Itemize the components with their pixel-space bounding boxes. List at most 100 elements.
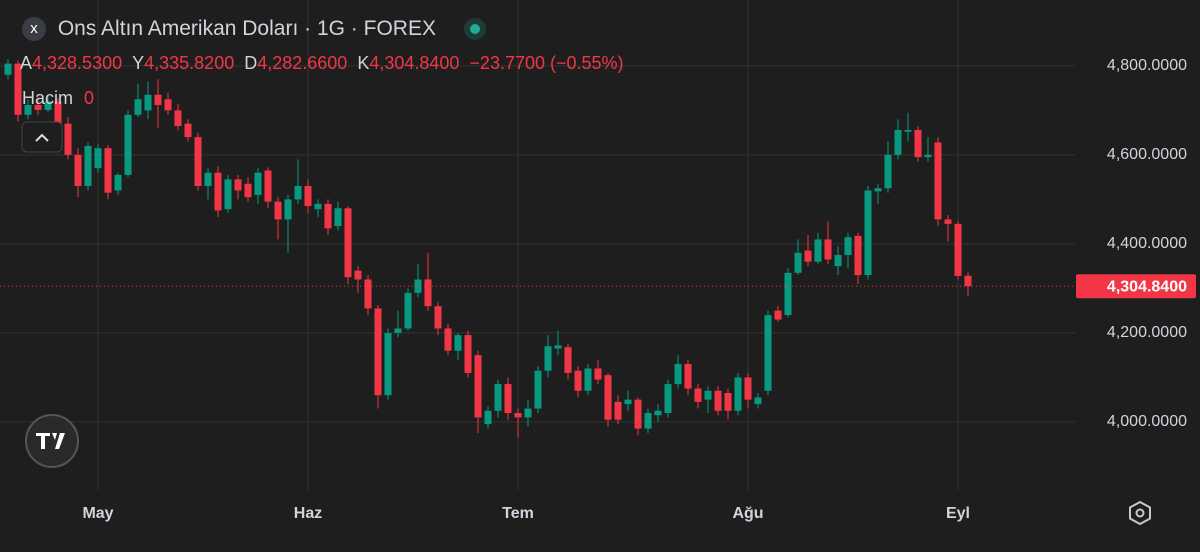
candle-body [544, 346, 552, 371]
candle-body [424, 279, 432, 307]
candle-body [364, 279, 372, 309]
y-tick-label: 4,800.0000 [1107, 57, 1187, 74]
candle-body [334, 208, 342, 227]
candle-body [954, 223, 962, 276]
candle-body [274, 201, 282, 220]
candle-body [704, 390, 712, 400]
candle-body [64, 123, 72, 155]
candle-body [94, 148, 102, 169]
candle-body [914, 129, 922, 158]
legend-value: 4,335.8200 [144, 53, 235, 73]
last-price-label: 4,304.8400 [1107, 278, 1187, 295]
candle-body [964, 275, 972, 287]
candle-body [244, 183, 252, 198]
candle-body [524, 408, 532, 418]
candle-body [164, 99, 172, 111]
candle-body [634, 399, 642, 429]
legend-value: 4,328.5300 [32, 53, 123, 73]
candle-body [844, 237, 852, 256]
candle-body [214, 172, 222, 211]
candle-body [434, 306, 442, 329]
chevron [35, 133, 49, 142]
candle-body [374, 308, 382, 396]
candle-body [904, 129, 912, 132]
candle-body [54, 101, 62, 124]
candle-body [924, 154, 932, 158]
candle-body [394, 328, 402, 333]
candle-body [714, 390, 722, 411]
close-icon[interactable]: x [22, 17, 46, 42]
ohlc-row: A4,328.5300 Y4,335.8200 D4,282.6600 K4,304.… [20, 53, 624, 74]
candle-body [564, 347, 572, 373]
candle-body [284, 199, 292, 220]
logo-circle[interactable] [25, 414, 79, 468]
candle-body [324, 203, 332, 229]
candle-body [724, 392, 732, 411]
candle-body [264, 170, 272, 202]
candle-body [24, 105, 32, 115]
candle-body [684, 364, 692, 389]
logo-mark [36, 433, 65, 449]
y-tick-label: 4,400.0000 [1107, 235, 1187, 252]
legend-key: Y [132, 53, 145, 73]
candle-body [594, 368, 602, 380]
candle-body [504, 384, 512, 414]
candle-body [764, 315, 772, 391]
last-price-tag [1076, 274, 1196, 299]
candle-body [74, 154, 82, 187]
candle-body [124, 114, 132, 175]
collapse-box[interactable] [21, 121, 63, 153]
settings-dot [1135, 508, 1145, 518]
candle-body [44, 101, 52, 110]
title-row: x Ons Altın Amerikan Doları · 1G · FOREX [22, 17, 486, 42]
candle-body [444, 328, 452, 351]
candle-body [674, 364, 682, 385]
candle-body [854, 235, 862, 276]
candle-body [464, 335, 472, 373]
candle-body [584, 368, 592, 391]
candle-body [294, 186, 302, 200]
candle-body [874, 188, 882, 192]
candle-body [664, 384, 672, 414]
legend-key: D [244, 53, 258, 73]
candle-body [864, 190, 872, 276]
candle-body [404, 292, 412, 329]
candle-body [824, 239, 832, 260]
candle-body [744, 377, 752, 400]
candle-body [574, 370, 582, 391]
candle-body [34, 105, 42, 110]
plot: 4,000.0000 4,200.0000 4,400.0000 4,600.0000… [0, 0, 1196, 522]
candle-body [174, 110, 182, 126]
title: Ons Altın Amerikan Doları · 1G · FOREX [57, 17, 436, 41]
status-icon [463, 18, 486, 41]
volume-key: Hacim [22, 88, 74, 108]
legend-key: A [20, 53, 33, 73]
candle-body [514, 413, 522, 418]
candle-body [474, 355, 482, 418]
candle-body [144, 94, 152, 111]
candle-body [884, 154, 892, 189]
candle-body [104, 148, 112, 193]
candle-body [234, 179, 242, 191]
settings-button[interactable] [1129, 500, 1151, 526]
candle-body [834, 255, 842, 267]
candle-body [614, 401, 622, 420]
candle-body [794, 252, 802, 273]
settings-icon[interactable] [1129, 500, 1151, 526]
x-tick-label: May [82, 505, 113, 522]
candle-body [654, 410, 662, 416]
y-tick-label: 4,000.0000 [1107, 413, 1187, 430]
candle-body [254, 172, 262, 195]
candle-body [484, 410, 492, 425]
x-tick-label: Eyl [946, 505, 970, 522]
candle-body [304, 186, 312, 207]
y-tick-label: 4,600.0000 [1107, 146, 1187, 163]
x-tick-label: Tem [502, 505, 534, 522]
collapse-button[interactable] [21, 121, 63, 153]
legend-key: K [357, 53, 370, 73]
tv-logo[interactable] [25, 414, 79, 468]
candle-body [154, 94, 162, 106]
